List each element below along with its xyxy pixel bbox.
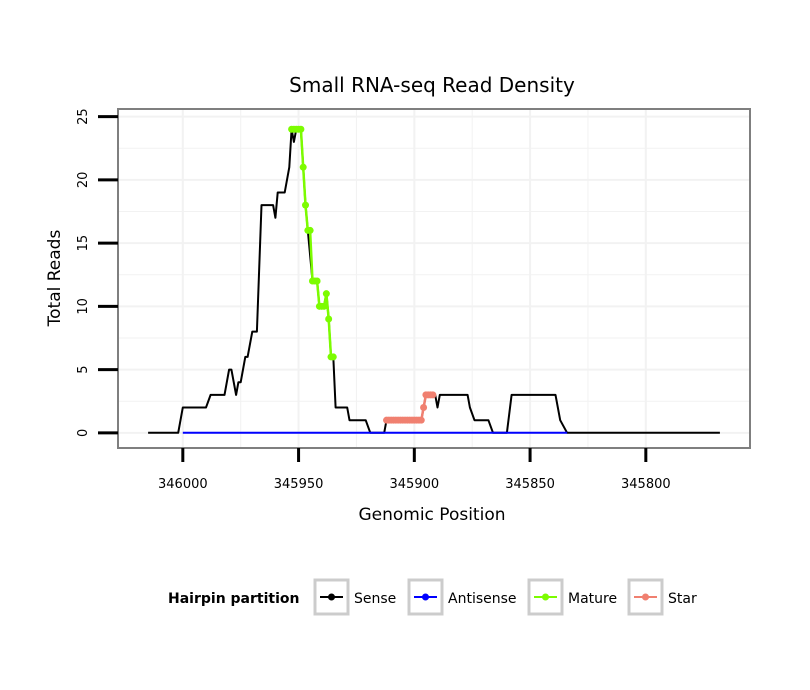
x-tick-label: 345800	[621, 477, 671, 492]
series-point-mature	[325, 315, 333, 323]
y-tick-label: 10	[76, 298, 91, 315]
legend-title: Hairpin partition	[168, 591, 299, 607]
series-point-mature	[302, 201, 310, 209]
series-point-mature	[313, 277, 321, 285]
x-tick-label: 346000	[158, 477, 208, 492]
series-point-mature	[322, 290, 330, 298]
x-axis-label: Genomic Position	[358, 505, 505, 525]
x-tick-label: 345950	[274, 477, 324, 492]
panel-border	[117, 108, 751, 449]
chart-title: Small RNA-seq Read Density	[289, 73, 575, 97]
y-tick-label: 5	[76, 365, 91, 373]
y-tick-label: 15	[76, 235, 91, 252]
legend: Hairpin partition Sense Antisense Mature St…	[168, 578, 697, 616]
x-tick-label: 345900	[390, 477, 440, 492]
series-point-mature	[299, 163, 307, 171]
legend-key-dot	[642, 593, 649, 601]
panel-background	[118, 109, 750, 448]
legend-label-star: Star	[668, 591, 697, 607]
y-tick-label: 0	[76, 429, 91, 437]
series-point-star	[417, 416, 425, 424]
legend-key-dot	[422, 593, 429, 601]
legend-key-dot	[328, 593, 335, 601]
y-tick-label: 25	[76, 108, 91, 125]
series-point-mature	[320, 302, 328, 310]
series-point-star	[429, 391, 437, 399]
y-axis-label: Total Reads	[45, 230, 65, 328]
legend-label-sense: Sense	[354, 591, 396, 607]
series-point-mature	[297, 125, 305, 133]
y-tick-label: 20	[76, 172, 91, 189]
plot-panel: 346000 345950 345900 345850 345800 0 5 10 15 20 25	[76, 108, 751, 492]
series-point-mature	[306, 226, 314, 234]
legend-label-antisense: Antisense	[448, 591, 517, 607]
series-point-mature	[329, 353, 337, 361]
x-tick-label: 345850	[505, 477, 555, 492]
series-point-star	[420, 404, 428, 412]
legend-label-mature: Mature	[568, 591, 617, 607]
legend-key-dot	[542, 593, 549, 601]
